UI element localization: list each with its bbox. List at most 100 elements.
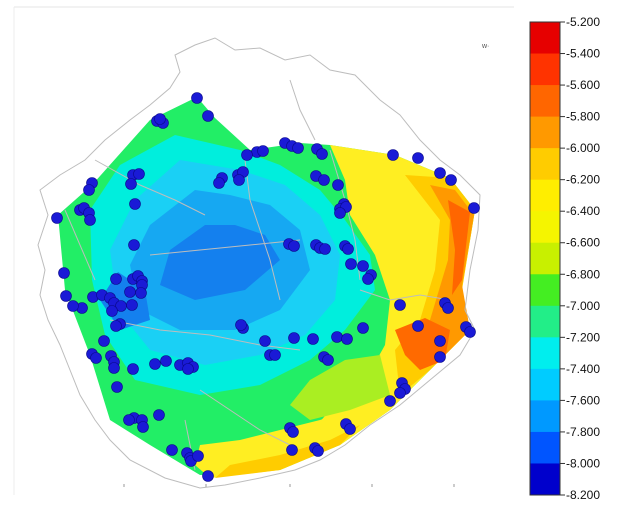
station-marker	[83, 184, 95, 196]
station-marker	[154, 113, 166, 125]
station-marker	[357, 322, 369, 334]
boundary-inner-5	[329, 149, 361, 281]
station-marker	[135, 287, 147, 299]
legend-swatch	[530, 116, 560, 149]
station-marker	[241, 149, 253, 161]
station-marker	[202, 110, 214, 122]
contour-band-yellowgreen	[290, 355, 390, 420]
station-marker	[233, 174, 245, 186]
station-marker	[464, 326, 476, 338]
legend-label: -7.800	[566, 425, 600, 439]
station-marker	[288, 332, 300, 344]
station-marker	[341, 333, 353, 345]
station-marker	[286, 444, 298, 456]
legend-label: -6.800	[566, 267, 600, 281]
station-marker	[257, 145, 269, 157]
station-marker	[166, 444, 178, 456]
station-marker	[288, 240, 300, 252]
boundary-inner-2	[244, 159, 281, 301]
station-marker	[442, 302, 454, 314]
station-marker	[126, 299, 138, 311]
legend-label: -8.000	[566, 456, 600, 470]
station-marker	[202, 470, 214, 482]
station-marker	[445, 174, 457, 186]
legend-swatch	[530, 211, 560, 244]
station-marker	[67, 300, 79, 312]
station-marker	[160, 355, 172, 367]
station-marker	[334, 207, 346, 219]
station-marker	[108, 362, 120, 374]
bottom-tick-marks	[123, 484, 455, 487]
legend-swatch	[530, 53, 560, 86]
station-marker	[332, 179, 344, 191]
legend-swatch	[530, 305, 560, 338]
station-marker	[394, 299, 406, 311]
contour-band-darkorange-east	[448, 200, 470, 295]
legend-swatch	[530, 242, 560, 275]
station-marker	[110, 273, 122, 285]
boundary-inner-6	[359, 289, 451, 301]
legend-label: -7.200	[566, 330, 600, 344]
station-marker	[191, 92, 203, 104]
legend-label: -7.600	[566, 393, 600, 407]
station-marker	[125, 178, 137, 190]
station-marker	[51, 212, 63, 224]
contour-band-deepblue	[160, 225, 280, 300]
station-marker	[128, 239, 140, 251]
legend-label: -5.800	[566, 110, 600, 124]
station-marker	[90, 352, 102, 364]
station-marker	[111, 381, 123, 393]
station-marker	[192, 450, 204, 462]
station-marker	[182, 363, 194, 375]
contour-band-lightorange-south	[215, 425, 360, 478]
station-marker	[307, 333, 319, 345]
boundary-inner-4	[109, 319, 301, 351]
boundary-inner-10	[64, 209, 96, 281]
station-marker	[362, 273, 374, 285]
legend-label: -6.000	[566, 141, 600, 155]
station-marker	[84, 214, 96, 226]
legend-label: -5.200	[566, 15, 600, 29]
station-marker	[124, 286, 136, 298]
boundary-inner-7	[199, 389, 291, 446]
boundary-lines	[37, 37, 481, 489]
station-marker	[287, 426, 299, 438]
station-marker	[123, 414, 135, 426]
station-marker	[322, 354, 334, 366]
station-marker	[387, 149, 399, 161]
station-markers	[51, 92, 480, 482]
station-marker	[110, 320, 122, 332]
station-marker	[316, 148, 328, 160]
station-marker	[213, 177, 225, 189]
boundary-inner-1	[94, 159, 206, 216]
station-marker	[318, 174, 330, 186]
station-marker	[106, 305, 118, 317]
station-marker	[58, 267, 70, 279]
legend-swatch	[530, 179, 560, 212]
station-marker	[149, 358, 161, 370]
station-marker	[319, 243, 331, 255]
station-marker	[60, 290, 72, 302]
map-corner-mark: w·	[481, 43, 489, 50]
legend-label: -6.600	[566, 236, 600, 250]
station-marker	[342, 243, 354, 255]
station-marker	[468, 202, 480, 214]
legend-label: -8.200	[566, 488, 600, 502]
station-marker	[153, 409, 165, 421]
legend-label: -5.400	[566, 47, 600, 61]
station-marker	[345, 258, 357, 270]
legend-swatch	[530, 337, 560, 370]
legend-label: -6.200	[566, 173, 600, 187]
station-marker	[269, 349, 281, 361]
station-marker	[98, 335, 110, 347]
legend-swatch	[530, 22, 560, 55]
legend-label: -7.000	[566, 299, 600, 313]
legend-label: -6.400	[566, 204, 600, 218]
station-marker	[133, 168, 145, 180]
legend-swatch	[530, 274, 560, 307]
station-marker	[137, 421, 149, 433]
station-marker	[127, 363, 139, 375]
station-marker	[331, 331, 343, 343]
legend-swatch	[530, 431, 560, 464]
